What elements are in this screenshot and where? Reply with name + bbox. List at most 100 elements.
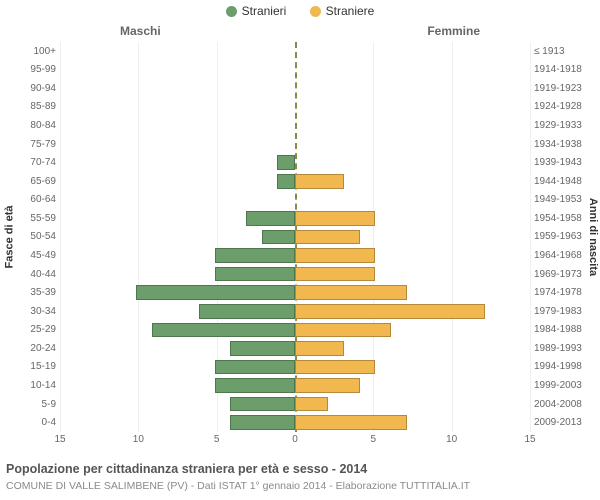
- bar-female: [295, 211, 375, 226]
- legend-item-male: Stranieri: [226, 4, 287, 18]
- age-row: 30-341979-1983: [60, 302, 530, 321]
- bar-male: [199, 304, 295, 319]
- x-tick: 10: [133, 434, 144, 445]
- birth-label: 1964-1968: [530, 250, 582, 261]
- age-label: 70-74: [30, 157, 60, 168]
- x-tick: 5: [214, 434, 220, 445]
- age-row: 5-92004-2008: [60, 395, 530, 414]
- bar-male: [215, 248, 295, 263]
- birth-label: 1969-1973: [530, 269, 582, 280]
- birth-label: 2009-2013: [530, 417, 582, 428]
- age-label: 20-24: [30, 343, 60, 354]
- age-label: 45-49: [30, 250, 60, 261]
- birth-label: 1934-1938: [530, 139, 582, 150]
- age-row: 75-791934-1938: [60, 135, 530, 154]
- age-row: 15-191994-1998: [60, 358, 530, 377]
- age-row: 70-741939-1943: [60, 153, 530, 172]
- birth-label: 1944-1948: [530, 176, 582, 187]
- legend-label-male: Stranieri: [242, 4, 287, 18]
- age-label: 10-14: [30, 380, 60, 391]
- age-label: 50-54: [30, 231, 60, 242]
- age-label: 60-64: [30, 194, 60, 205]
- bar-male: [230, 415, 295, 430]
- legend: Stranieri Straniere: [0, 4, 600, 20]
- bar-male: [230, 397, 295, 412]
- birth-label: 1979-1983: [530, 306, 582, 317]
- birth-label: 1914-1918: [530, 64, 582, 75]
- x-tick: 15: [54, 434, 65, 445]
- male-swatch: [226, 6, 237, 17]
- bar-female: [295, 378, 360, 393]
- age-row: 50-541959-1963: [60, 228, 530, 247]
- birth-label: 1984-1988: [530, 324, 582, 335]
- bar-female: [295, 341, 344, 356]
- bar-male: [230, 341, 295, 356]
- birth-label: 1924-1928: [530, 101, 582, 112]
- age-label: 30-34: [30, 306, 60, 317]
- age-row: 25-291984-1988: [60, 321, 530, 340]
- birth-label: 1974-1978: [530, 287, 582, 298]
- age-label: 95-99: [30, 64, 60, 75]
- x-axis: 15105051015: [60, 434, 530, 450]
- birth-label: 1994-1998: [530, 361, 582, 372]
- birth-label: 1959-1963: [530, 231, 582, 242]
- bar-female: [295, 360, 375, 375]
- birth-label: 1989-1993: [530, 343, 582, 354]
- age-row: 60-641949-1953: [60, 191, 530, 210]
- age-row: 80-841929-1933: [60, 116, 530, 135]
- bar-male: [136, 285, 295, 300]
- plot-area: 100+≤ 191395-991914-191890-941919-192385…: [60, 42, 530, 432]
- bar-female: [295, 415, 407, 430]
- bar-male: [277, 174, 295, 189]
- legend-label-female: Straniere: [326, 4, 375, 18]
- bar-male: [152, 323, 295, 338]
- birth-label: 1929-1933: [530, 120, 582, 131]
- x-tick: 0: [292, 434, 298, 445]
- bar-male: [277, 155, 295, 170]
- birth-label: 1954-1958: [530, 213, 582, 224]
- age-row: 45-491964-1968: [60, 246, 530, 265]
- age-row: 10-141999-2003: [60, 376, 530, 395]
- y-axis-right-title: Anni di nascita: [586, 42, 600, 432]
- age-label: 5-9: [42, 399, 60, 410]
- header-female: Femmine: [427, 24, 480, 38]
- age-row: 85-891924-1928: [60, 98, 530, 117]
- bar-female: [295, 304, 485, 319]
- age-row: 100+≤ 1913: [60, 42, 530, 61]
- age-label: 90-94: [30, 83, 60, 94]
- age-row: 0-42009-2013: [60, 413, 530, 432]
- chart-subcaption: COMUNE DI VALLE SALIMBENE (PV) - Dati IS…: [6, 480, 470, 492]
- header-male: Maschi: [120, 24, 161, 38]
- x-tick: 5: [371, 434, 377, 445]
- bar-male: [262, 230, 295, 245]
- pyramid-chart: Stranieri Straniere Maschi Femmine Fasce…: [0, 0, 600, 500]
- age-row: 20-241989-1993: [60, 339, 530, 358]
- bar-female: [295, 267, 375, 282]
- age-label: 15-19: [30, 361, 60, 372]
- bar-female: [295, 248, 375, 263]
- age-label: 100+: [33, 46, 60, 57]
- age-label: 80-84: [30, 120, 60, 131]
- age-row: 65-691944-1948: [60, 172, 530, 191]
- birth-label: 1999-2003: [530, 380, 582, 391]
- birth-label: 2004-2008: [530, 399, 582, 410]
- chart-caption: Popolazione per cittadinanza straniera p…: [6, 462, 367, 476]
- age-row: 95-991914-1918: [60, 61, 530, 80]
- bar-female: [295, 285, 407, 300]
- age-label: 0-4: [42, 417, 60, 428]
- bar-female: [295, 230, 360, 245]
- female-swatch: [310, 6, 321, 17]
- age-label: 35-39: [30, 287, 60, 298]
- bar-male: [215, 360, 295, 375]
- y-axis-left-title: Fasce di età: [2, 42, 16, 432]
- age-row: 90-941919-1923: [60, 79, 530, 98]
- age-row: 55-591954-1958: [60, 209, 530, 228]
- bar-female: [295, 323, 391, 338]
- age-label: 75-79: [30, 139, 60, 150]
- legend-item-female: Straniere: [310, 4, 375, 18]
- x-tick: 10: [446, 434, 457, 445]
- bar-male: [246, 211, 295, 226]
- age-label: 40-44: [30, 269, 60, 280]
- age-label: 65-69: [30, 176, 60, 187]
- birth-label: 1949-1953: [530, 194, 582, 205]
